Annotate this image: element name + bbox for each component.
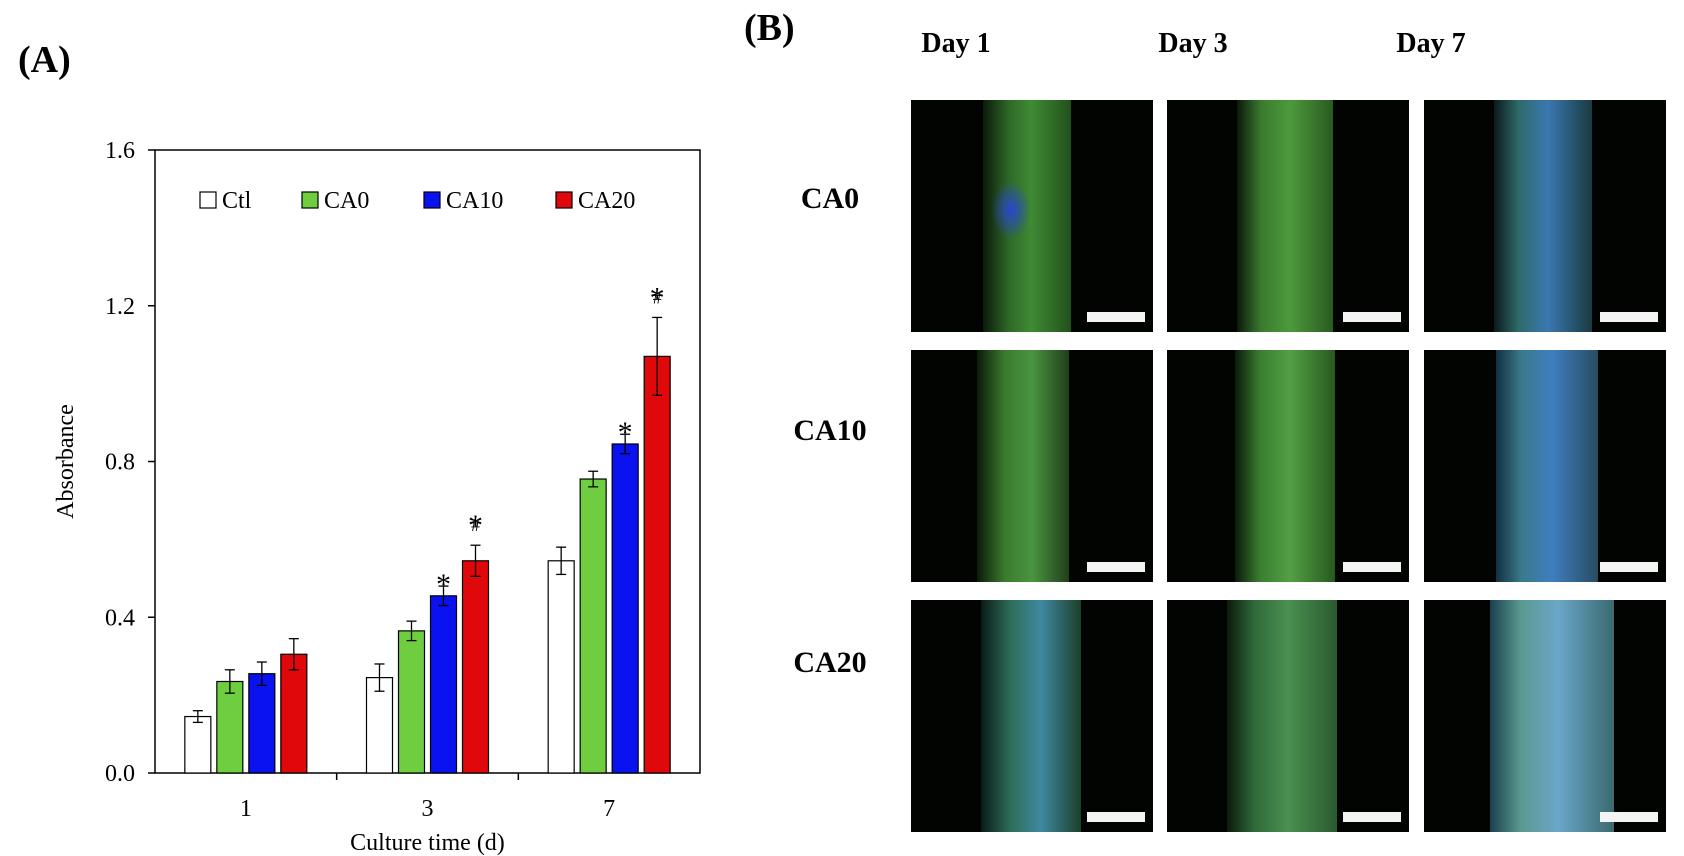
- scale-bar: [1343, 562, 1401, 572]
- micrograph-ca10-day1: [911, 350, 1153, 582]
- bar-ca20-day7: [643, 355, 671, 774]
- x-tick-label: 7: [603, 796, 615, 822]
- bar-ca10-day1: [248, 673, 276, 774]
- panel-b-label: (B): [744, 7, 795, 49]
- micrograph-ca10-day7: [1424, 350, 1666, 582]
- y-tick-label: 0.4: [105, 605, 135, 631]
- significance-hash: #: [471, 515, 480, 535]
- significance-star: *: [618, 416, 633, 449]
- legend-swatch-ca10: [423, 191, 441, 209]
- y-axis-title: Absorbance: [53, 404, 79, 519]
- significance-star: *: [650, 281, 665, 314]
- bar-ca20-day1: [280, 653, 308, 774]
- legend-label-ca0: CA0: [324, 188, 369, 214]
- scale-bar: [1087, 812, 1145, 822]
- row-label-ca20: CA20: [793, 646, 867, 679]
- bar-ca0-day7: [579, 478, 607, 774]
- micrograph-ca20-day1: [911, 600, 1153, 832]
- panel-a-label: (A): [18, 39, 71, 81]
- micrograph-ca20-day3: [1167, 600, 1409, 832]
- day-label-3: Day 3: [1158, 28, 1228, 59]
- bar-ctl-day7: [547, 560, 575, 774]
- bar-ca10-day3: [429, 595, 458, 774]
- legend-swatch-ctl: [199, 191, 217, 209]
- scale-bar: [1087, 312, 1145, 322]
- micrograph-ca0-day3: [1167, 100, 1409, 332]
- scale-bar: [1600, 562, 1658, 572]
- significance-star: *: [436, 568, 451, 601]
- bar-ca10-day7: [611, 443, 639, 774]
- legend-label-ca10: CA10: [446, 188, 503, 214]
- legend-swatch-ca20: [555, 191, 573, 209]
- scale-bar: [1087, 562, 1145, 572]
- bar-ca0-day1: [216, 680, 244, 774]
- x-tick-label: 3: [422, 796, 434, 822]
- row-label-ca0: CA0: [800, 182, 860, 215]
- x-axis-title: Culture time (d): [350, 830, 505, 856]
- significance-hash: #: [653, 287, 662, 307]
- y-tick-label: 0.0: [105, 761, 135, 787]
- scale-bar: [1343, 312, 1401, 322]
- y-tick-label: 1.2: [105, 294, 135, 320]
- legend-label-ca20: CA20: [578, 188, 635, 214]
- y-tick-label: 0.8: [105, 450, 135, 476]
- scale-bar: [1600, 312, 1658, 322]
- y-tick-label: 1.6: [105, 138, 135, 164]
- legend-swatch-ca0: [301, 191, 319, 209]
- micrograph-ca0-day1: [911, 100, 1153, 332]
- significance-star: *: [468, 509, 483, 542]
- bar-ca0-day3: [397, 630, 426, 774]
- micrograph-ca0-day7: [1424, 100, 1666, 332]
- scale-bar: [1343, 812, 1401, 822]
- x-tick-label: 1: [240, 796, 252, 822]
- bar-ca20-day3: [461, 560, 490, 774]
- bar-chart: 0.0 0.4 0.8 1.2 1.6 Absorbance 1 3 7 Culture time…: [53, 138, 701, 856]
- legend-label-ctl: Ctl: [222, 188, 252, 214]
- day-label-1: Day 1: [921, 28, 991, 59]
- micrograph-ca10-day3: [1167, 350, 1409, 582]
- scale-bar: [1600, 812, 1658, 822]
- micrograph-ca20-day7: [1424, 600, 1666, 832]
- row-label-ca10: CA10: [793, 414, 867, 447]
- bar-ctl-day1: [184, 715, 212, 774]
- day-label-7: Day 7: [1396, 28, 1466, 59]
- bar-ctl-day3: [365, 677, 394, 774]
